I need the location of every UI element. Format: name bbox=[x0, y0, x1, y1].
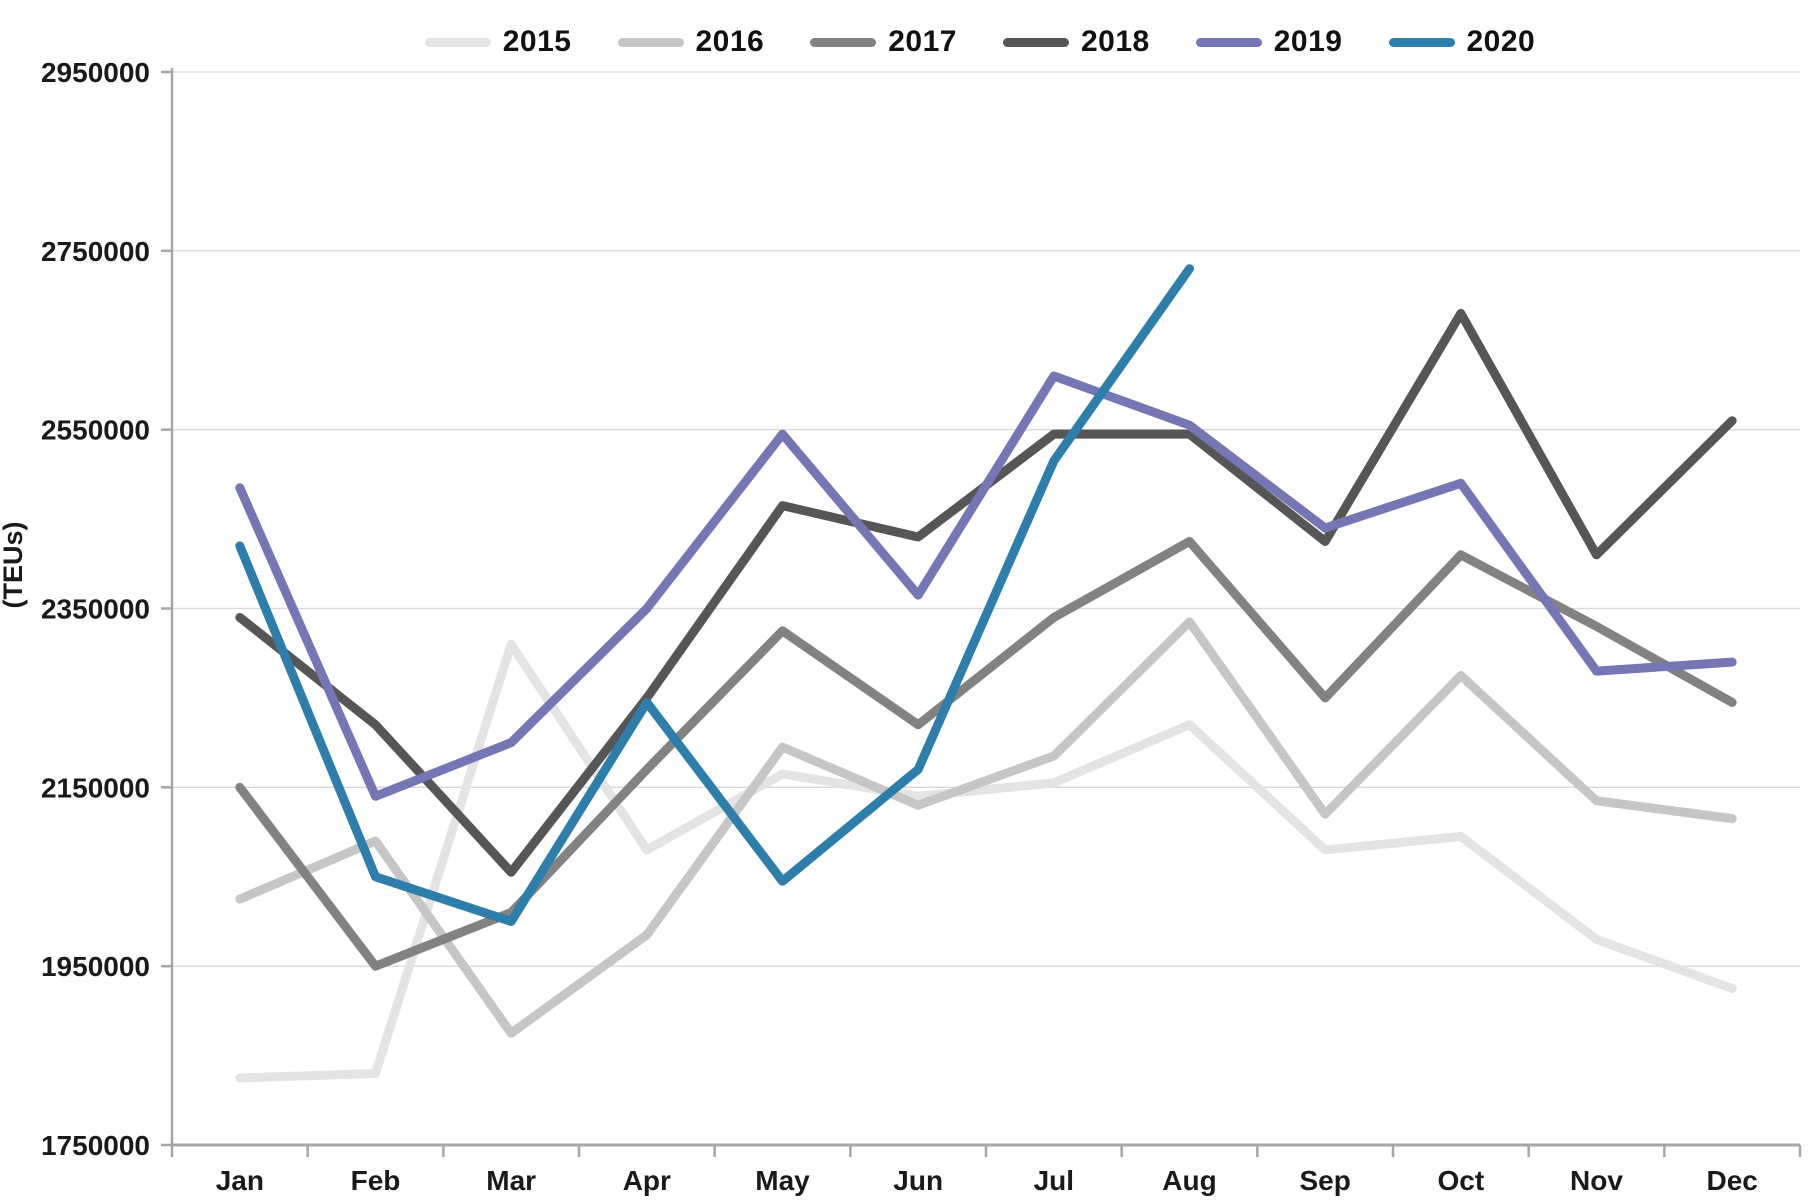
x-tick-label: May bbox=[755, 1165, 810, 1196]
y-tick-label: 2150000 bbox=[41, 772, 150, 803]
series-line-2019 bbox=[235, 371, 1737, 801]
series-line-2017 bbox=[235, 536, 1737, 971]
legend-item-2019: 2019 bbox=[1195, 25, 1343, 59]
x-tick-label: Dec bbox=[1706, 1165, 1757, 1196]
series-line-2020 bbox=[235, 264, 1194, 926]
axes-group bbox=[161, 68, 1802, 1157]
y-tick-label: 2350000 bbox=[41, 594, 150, 625]
legend-swatch-2015 bbox=[424, 37, 491, 47]
x-tick-label: Jul bbox=[1034, 1165, 1074, 1196]
x-tick-label: Sep bbox=[1299, 1165, 1350, 1196]
legend-item-2016: 2016 bbox=[617, 25, 765, 59]
legend-label-2018: 2018 bbox=[1081, 25, 1150, 58]
legend-swatch-2016 bbox=[617, 37, 684, 47]
legend-label-2019: 2019 bbox=[1273, 25, 1343, 58]
legend-item-2020: 2020 bbox=[1388, 25, 1536, 59]
legend-swatch-2019 bbox=[1195, 37, 1262, 47]
series-line-2015 bbox=[235, 639, 1737, 1083]
legend-swatch-2017 bbox=[810, 37, 877, 47]
x-tick-label: Apr bbox=[623, 1165, 671, 1196]
legend-label-2017: 2017 bbox=[888, 25, 957, 58]
x-tick-label: Oct bbox=[1437, 1165, 1484, 1196]
axis-labels-group: 1750000 1950000 2150000 2350000 2550000 27500… bbox=[41, 57, 1758, 1196]
legend-label-2016: 2016 bbox=[695, 25, 765, 58]
x-tick-label: Feb bbox=[351, 1165, 401, 1196]
legend-swatch-2018 bbox=[1003, 37, 1069, 47]
y-tick-label: 2750000 bbox=[41, 236, 150, 267]
legend-item-2015: 2015 bbox=[424, 25, 572, 59]
legend-swatch-2020 bbox=[1388, 37, 1455, 47]
x-tick-label: Jan bbox=[216, 1165, 264, 1196]
legend-item-2017: 2017 bbox=[810, 25, 957, 59]
y-tick-label: 1750000 bbox=[41, 1130, 150, 1161]
x-tick-label: Mar bbox=[486, 1165, 536, 1196]
legend-label-2020: 2020 bbox=[1466, 25, 1536, 58]
legend-label-2015: 2015 bbox=[502, 25, 572, 58]
x-tick-label: Aug bbox=[1162, 1165, 1216, 1196]
gridlines-group bbox=[172, 71, 1800, 967]
x-tick-label: Jun bbox=[893, 1165, 943, 1196]
chart-legend: 2015 2016 2017 2018 2019 2020 bbox=[160, 18, 1800, 66]
x-tick-label: Nov bbox=[1570, 1165, 1623, 1196]
series-group bbox=[235, 264, 1737, 1083]
y-tick-label: 2950000 bbox=[41, 57, 150, 88]
y-tick-label: 1950000 bbox=[41, 951, 150, 982]
legend-item-2018: 2018 bbox=[1003, 25, 1150, 59]
series-line-2016 bbox=[235, 617, 1737, 1038]
y-axis-title: (TEUs) bbox=[0, 522, 28, 609]
y-tick-label: 2550000 bbox=[41, 415, 150, 446]
